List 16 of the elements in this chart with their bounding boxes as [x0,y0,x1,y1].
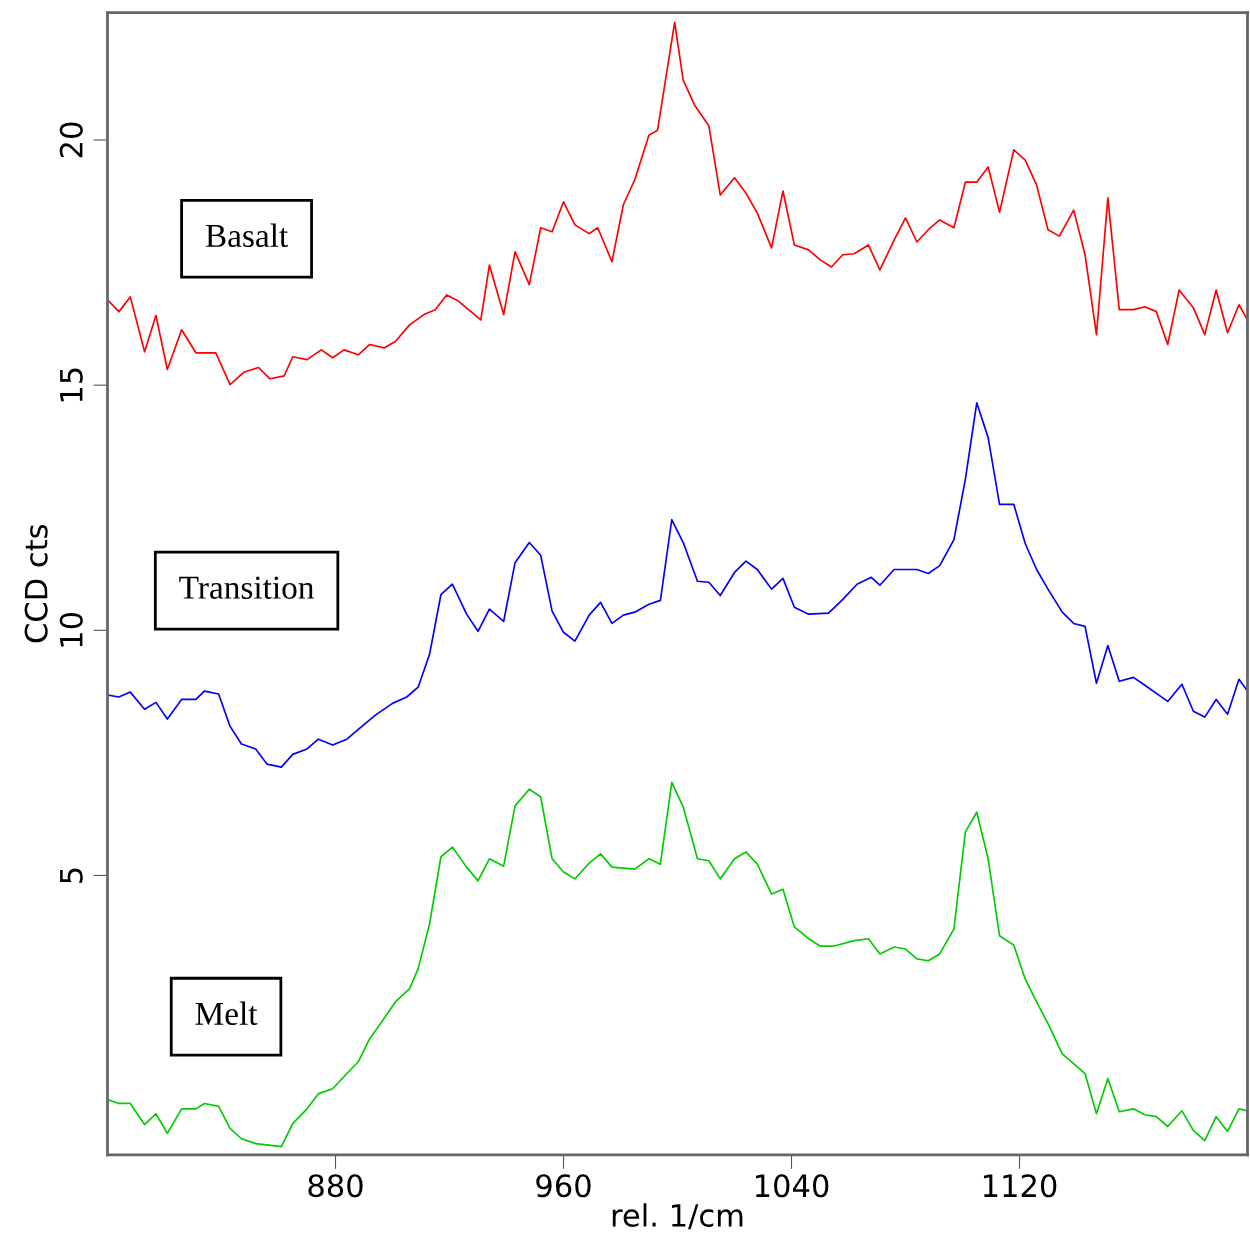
x-axis-title: rel. 1/cm [612,1203,743,1230]
x-tick-label: 960 [536,1174,591,1198]
text: Basalt [205,223,289,248]
y-tick-label: 10 [59,612,83,647]
y-tick-label: 5 [60,868,83,883]
x-tick-label: 880 [308,1174,363,1198]
line-series [107,401,1248,768]
text: Transition [179,576,314,599]
x-tick-label: 1120 [983,1174,1057,1198]
y-tick-label: 15 [60,368,83,402]
line-series [107,781,1248,1148]
line-series [107,21,1248,386]
text: Melt [195,1001,258,1026]
x-tick-label: 1040 [755,1174,829,1198]
y-axis-title: CCD cts [24,524,48,643]
y-tick-label: 20 [59,122,83,158]
